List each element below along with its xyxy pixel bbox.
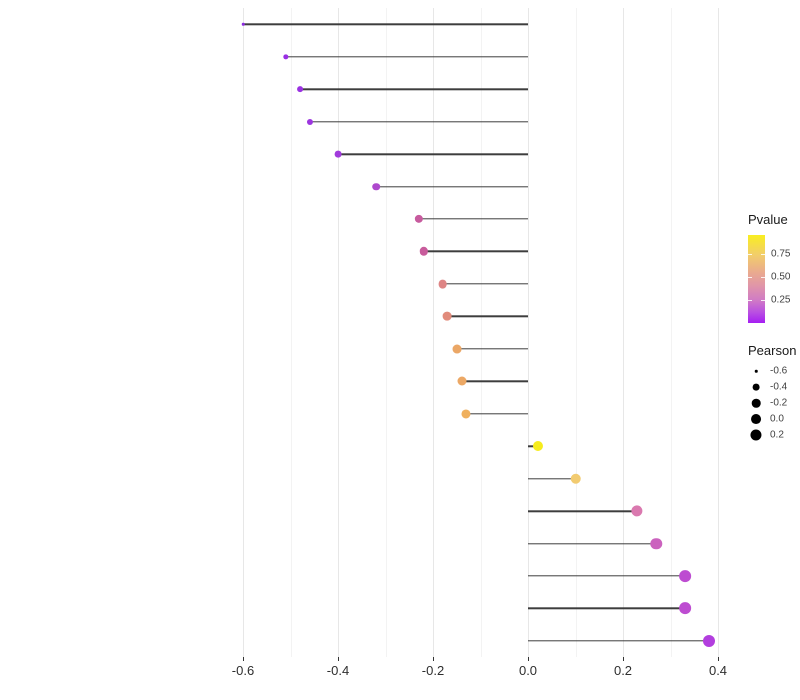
lollipop-point [297,86,303,93]
lollipop-stem [285,56,528,58]
lollipop-point [532,441,543,452]
lollipop-point [452,344,462,354]
pvalue-tick-mark [761,276,765,278]
lollipop-point [457,376,466,386]
pearson-legend-title: Pearson [748,343,797,358]
lollipop-stem [447,315,528,318]
lollipop-stem [466,413,528,415]
pearson-legend-label: -0.6 [770,365,788,377]
x-axis-tick-label: -0.4 [326,663,350,678]
lollipop-stem [418,218,528,220]
gridline-major [718,8,719,657]
x-axis-tick-label: 0.0 [518,663,538,678]
pvalue-tick-label: 0.75 [771,248,791,260]
pvalue-tick-mark [761,299,765,301]
x-axis-tick-label: 0.4 [708,663,728,678]
pearson-legend-label: -0.2 [770,397,788,409]
pvalue-colorbar [748,235,765,323]
lollipop-point [241,23,245,26]
pearson-legend-dot [754,369,758,373]
lollipop-stem [528,542,657,545]
lollipop-stem [423,250,528,253]
gridline-minor [480,8,482,657]
lollipop-point [631,505,643,517]
x-axis-tick-mark [718,657,719,661]
pearson-legend-label: 0.2 [770,429,784,441]
lollipop-point [306,118,313,125]
x-axis-tick-mark [528,657,529,661]
gridline-major [623,8,624,657]
lollipop-stem [442,283,528,285]
lollipop-point [678,602,691,615]
lollipop-point [702,634,715,647]
pearson-legend-dot [751,414,761,424]
lollipop-point [442,312,452,321]
x-axis-tick-mark [623,657,624,661]
lollipop-point [650,537,662,550]
x-axis-tick-mark [243,657,244,661]
plot-panel [218,8,732,657]
lollipop-point [283,54,289,60]
pvalue-tick-label: 0.25 [771,294,791,306]
lollipop-stem [528,477,576,480]
lollipop-point [414,214,423,224]
pvalue-tick-mark [748,253,752,255]
lollipop-stem [338,153,528,155]
lollipop-point [570,473,581,484]
gridline-minor [290,8,292,657]
gridline-major [243,8,244,657]
x-axis-tick-mark [338,657,339,661]
x-axis-tick-label: -0.6 [231,663,255,678]
pearson-legend-dot [750,429,762,441]
lollipop-stem [528,510,638,512]
lollipop-stem [461,380,528,382]
gridline-major [433,8,434,657]
lollipop-stem [528,607,685,610]
lollipop-stem [528,575,685,577]
pearson-legend-label: 0.0 [770,413,784,425]
gridline-minor [385,8,387,657]
lollipop-point [461,409,471,419]
gridline-major [528,8,529,657]
lollipop-stem [376,185,528,188]
pearson-legend-dot [751,398,761,408]
lollipop-point [372,182,380,191]
lollipop-point [334,150,342,158]
lollipop-stem [243,23,528,25]
gridline-minor [670,8,672,657]
gridline-minor [575,8,577,657]
lollipop-stem [300,88,528,90]
lollipop-point [678,570,691,582]
pearson-legend-label: -0.4 [770,381,788,393]
x-axis-tick-mark [433,657,434,661]
lollipop-stem [456,348,528,350]
pvalue-legend-title: Pvalue [748,212,788,227]
pvalue-tick-label: 0.50 [771,271,791,283]
x-axis-tick-label: 0.2 [613,663,633,678]
lollipop-stem [528,640,709,642]
pvalue-tick-mark [748,276,752,278]
pvalue-tick-mark [748,299,752,301]
pearson-legend-dot [752,383,760,391]
lollipop-point [438,279,447,289]
pvalue-tick-mark [761,253,765,255]
x-axis-tick-label: -0.2 [421,663,445,678]
gridline-major [338,8,339,657]
lollipop-stem [309,120,528,123]
lollipop-point [419,247,428,256]
